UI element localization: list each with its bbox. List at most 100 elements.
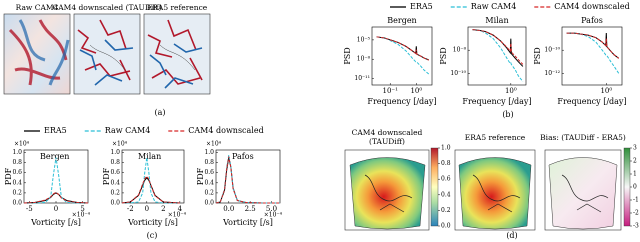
map-title: Bias: (TAUDiff - ERA5) xyxy=(540,133,626,142)
series-line xyxy=(566,32,620,59)
panel-label: (a) xyxy=(154,108,165,117)
series-line xyxy=(122,157,180,204)
y-tick-label: 0.8 xyxy=(204,159,214,166)
y-tick-label: 10⁻⁸ xyxy=(357,56,371,63)
x-tick-label: 2 xyxy=(161,205,165,213)
panel-title: Bergen xyxy=(40,152,69,161)
plot-frame xyxy=(121,149,185,204)
legend-label: ERA5 xyxy=(410,2,433,11)
y-tick-label: 10⁻¹¹ xyxy=(354,75,370,82)
y-tick-label: 1.0 xyxy=(12,149,22,156)
colorbar-label: 0.8 xyxy=(441,160,451,167)
legend-label: Raw CAM4 xyxy=(105,126,151,135)
y-axis-label: PDF xyxy=(102,167,111,185)
y-tick-label: 10⁻⁵ xyxy=(357,36,371,43)
x-tick-label: 4 xyxy=(178,205,183,213)
y-axis-label: PDF xyxy=(4,167,13,185)
panel-title: Milan xyxy=(138,152,161,161)
vorticity-maps xyxy=(3,13,211,95)
colorbar xyxy=(623,147,631,227)
map-title: ERA5 reference xyxy=(465,133,526,142)
x-axis-label: Frequency [/day] xyxy=(367,97,436,106)
series-line xyxy=(472,29,524,82)
series-line xyxy=(472,29,524,67)
x-tick-label: -5 xyxy=(26,205,33,213)
climate-maps xyxy=(344,147,631,231)
panel-label: (d) xyxy=(506,231,517,240)
x-tick-label: 0.0 xyxy=(223,205,234,213)
map xyxy=(143,13,211,95)
panel-title: Milan xyxy=(485,16,508,25)
x-axis-label: Vorticity [/s] xyxy=(222,218,273,227)
panel-label: (b) xyxy=(502,110,513,119)
x-tick-label: 0 xyxy=(54,205,58,213)
y-scale-label: ×10⁴ xyxy=(14,141,30,148)
y-tick-label: 0.8 xyxy=(110,159,120,166)
series-line xyxy=(376,36,429,61)
series-line xyxy=(215,156,280,204)
x-scale-label: ×10⁻⁴ xyxy=(264,212,283,219)
y-tick-label: 1.0 xyxy=(204,149,214,156)
legend-label: CAM4 downscaled xyxy=(188,126,263,135)
panel-title: Pafos xyxy=(232,152,254,161)
y-tick-label: 0.2 xyxy=(110,189,120,196)
x-tick-label: 10⁰ xyxy=(505,87,517,95)
map xyxy=(454,149,536,231)
y-tick-label: 1.0 xyxy=(110,149,120,156)
x-axis-label: Vorticity [/s] xyxy=(30,218,81,227)
x-tick-label: 2.5 xyxy=(245,205,256,213)
y-axis-label: PSD xyxy=(533,47,542,64)
plot-frame xyxy=(467,26,527,86)
colorbar-label: -3 xyxy=(633,223,639,230)
panel-label: (c) xyxy=(147,231,158,240)
y-tick-label: 0.2 xyxy=(204,189,214,196)
y-tick-label: 0.4 xyxy=(12,179,22,186)
y-scale-label: ×10⁴ xyxy=(206,141,222,148)
map-title: CAM4 downscaled (TAUDiff) xyxy=(52,3,161,12)
colorbar-label: 1.0 xyxy=(441,145,451,152)
panel-title: Pafos xyxy=(581,16,603,25)
x-axis-label: Frequency [/day] xyxy=(462,97,531,106)
y-tick-label: 10⁻⁸ xyxy=(453,47,467,54)
colorbar-label: 0.6 xyxy=(441,176,451,183)
series-line xyxy=(566,32,620,59)
y-scale-label: ×10⁴ xyxy=(112,141,128,148)
y-tick-label: 0.6 xyxy=(12,169,22,176)
legend-label: Raw CAM4 xyxy=(471,2,517,11)
series-line xyxy=(376,36,430,75)
y-axis-label: PDF xyxy=(196,167,205,185)
series-line xyxy=(24,157,88,204)
y-tick-label: 0.4 xyxy=(110,179,120,186)
x-tick-label: 5.0 xyxy=(266,205,277,213)
y-tick-label: 0.4 xyxy=(204,179,214,186)
colorbar-label: -1 xyxy=(633,197,639,204)
colorbar-label: 0.0 xyxy=(441,223,451,230)
map-title: ERA5 reference xyxy=(147,3,208,12)
legend-label: ERA5 xyxy=(44,126,67,135)
y-tick-label: 0.0 xyxy=(204,200,214,207)
x-tick-label: 0 xyxy=(145,205,149,213)
x-axis-label: Frequency [/day] xyxy=(557,97,626,106)
legend-label: CAM4 downscaled xyxy=(554,2,629,11)
y-tick-label: 10⁻¹⁰ xyxy=(450,70,466,77)
plot-frame xyxy=(561,26,623,86)
colorbar xyxy=(430,147,439,227)
colorbar-label: 2 xyxy=(633,158,637,165)
x-tick-label: 5 xyxy=(80,205,84,213)
y-tick-label: 0.2 xyxy=(12,189,22,196)
map-title: Raw CAM4 xyxy=(16,3,59,12)
panel-title: Bergen xyxy=(387,16,416,25)
colorbar-label: -2 xyxy=(633,210,639,217)
map xyxy=(344,149,430,231)
y-axis-label: PSD xyxy=(343,47,352,64)
map xyxy=(3,13,71,95)
y-tick-label: 0.0 xyxy=(12,200,22,207)
y-axis-label: PSD xyxy=(439,47,448,64)
colorbar-label: 1 xyxy=(633,171,637,178)
map-title: (TAUDiff) xyxy=(369,137,405,146)
x-scale-label: ×10⁻⁴ xyxy=(168,212,187,219)
plot-frame xyxy=(371,26,433,86)
x-tick-label: -2 xyxy=(127,205,134,213)
y-tick-label: 0.8 xyxy=(12,159,22,166)
